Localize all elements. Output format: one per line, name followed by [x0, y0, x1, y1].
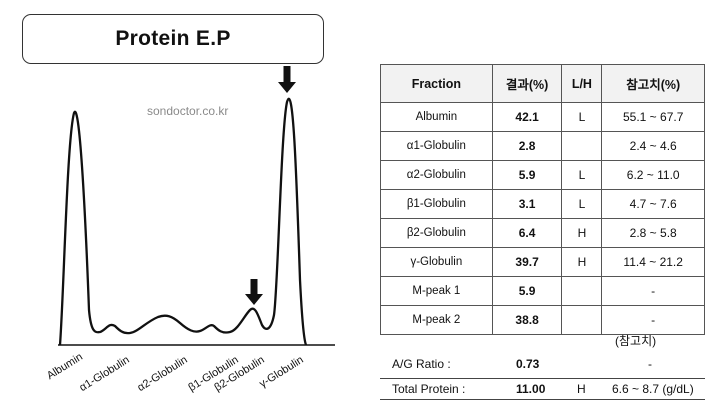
ag-ratio-label: A/G Ratio :	[392, 357, 451, 371]
fraction-ref: 4.7 ~ 7.6	[601, 189, 705, 219]
fraction-ref: -	[601, 305, 705, 335]
table-row: Albumin 42.1 L 55.1 ~ 67.7	[380, 102, 705, 132]
total-protein-label: Total Protein :	[392, 382, 466, 396]
table-row: β2-Globulin 6.4 H 2.8 ~ 5.8	[380, 218, 705, 248]
fraction-result: 38.8	[491, 305, 563, 335]
fraction-name: γ-Globulin	[380, 247, 493, 277]
fraction-ref: 55.1 ~ 67.7	[601, 102, 705, 132]
table-row: M-peak 2 38.8 -	[380, 305, 705, 335]
protein-curve	[58, 97, 308, 346]
fraction-result: 3.1	[491, 189, 563, 219]
fraction-name: α1-Globulin	[380, 131, 493, 161]
ag-ratio-row: A/G Ratio : 0.73 -	[380, 350, 705, 378]
fraction-result: 2.8	[491, 131, 563, 161]
fraction-lh	[561, 276, 603, 306]
fraction-result: 39.7	[491, 247, 563, 277]
fraction-lh	[561, 131, 603, 161]
electrophoresis-curve-chart	[58, 66, 335, 346]
fraction-name: Albumin	[380, 102, 493, 132]
fraction-lh: L	[561, 189, 603, 219]
fraction-lh: L	[561, 160, 603, 190]
fraction-ref: 6.2 ~ 11.0	[601, 160, 705, 190]
total-protein-row: Total Protein : 11.00 H 6.6 ~ 8.7 (g/dL)	[380, 378, 705, 400]
down-arrow-icon	[278, 66, 296, 93]
fraction-lh: H	[561, 247, 603, 277]
fraction-lh: L	[561, 102, 603, 132]
table-row: α1-Globulin 2.8 2.4 ~ 4.6	[380, 131, 705, 161]
ag-ratio-ref: -	[648, 357, 652, 371]
fraction-ref: 11.4 ~ 21.2	[601, 247, 705, 277]
table-row: γ-Globulin 39.7 H 11.4 ~ 21.2	[380, 247, 705, 277]
page-title: Protein E.P	[22, 14, 324, 64]
ag-ratio-value: 0.73	[516, 357, 540, 371]
table-header-row: Fraction 결과(%) L/H 참고치(%)	[380, 64, 705, 103]
fraction-name: α2-Globulin	[380, 160, 493, 190]
fraction-result: 5.9	[491, 160, 563, 190]
header-lh: L/H	[561, 64, 603, 103]
fraction-result: 5.9	[491, 276, 563, 306]
fraction-ref: 2.4 ~ 4.6	[601, 131, 705, 161]
fraction-ref: 2.8 ~ 5.8	[601, 218, 705, 248]
header-reference: 참고치(%)	[601, 64, 705, 103]
table-row: M-peak 1 5.9 -	[380, 276, 705, 306]
fraction-result: 6.4	[491, 218, 563, 248]
fraction-result: 42.1	[491, 102, 563, 132]
watermark: sondoctor.co.kr	[147, 104, 229, 118]
table-row: β1-Globulin 3.1 L 4.7 ~ 7.6	[380, 189, 705, 219]
table-row: α2-Globulin 5.9 L 6.2 ~ 11.0	[380, 160, 705, 190]
total-protein-lh: H	[577, 382, 586, 396]
fraction-results-table: Fraction 결과(%) L/H 참고치(%) Albumin 42.1 L…	[380, 64, 705, 335]
reference-caption: (참고치)	[615, 334, 657, 348]
fraction-ref: -	[601, 276, 705, 306]
fraction-name: β2-Globulin	[380, 218, 493, 248]
fraction-name: M-peak 1	[380, 276, 493, 306]
header-result: 결과(%)	[491, 64, 563, 103]
fraction-name: M-peak 2	[380, 305, 493, 335]
fraction-name: β1-Globulin	[380, 189, 493, 219]
header-fraction: Fraction	[380, 64, 493, 103]
total-protein-ref: 6.6 ~ 8.7 (g/dL)	[612, 382, 694, 396]
fraction-lh: H	[561, 218, 603, 248]
down-arrow-icon	[245, 279, 263, 305]
total-protein-value: 11.00	[516, 382, 546, 396]
fraction-lh	[561, 305, 603, 335]
